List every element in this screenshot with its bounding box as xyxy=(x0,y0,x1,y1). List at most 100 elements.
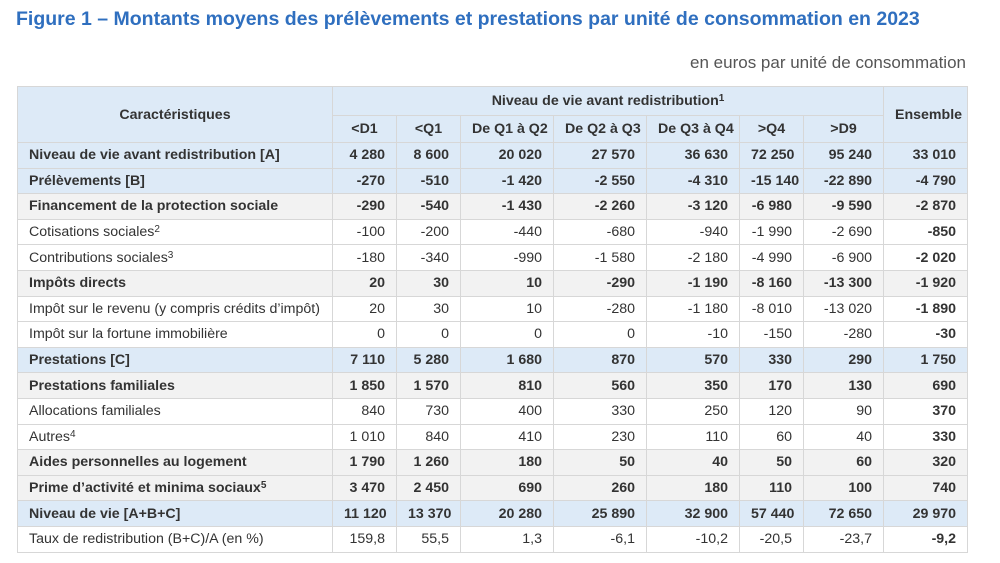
row-label-text: Prestations familiales xyxy=(29,377,175,394)
value-cell: 110 xyxy=(646,423,740,451)
column-header: <D1 xyxy=(332,115,397,143)
column-header: De Q1 à Q2 xyxy=(460,115,554,143)
value-cell: 27 570 xyxy=(553,142,647,169)
value-cell: -22 890 xyxy=(802,167,885,195)
value-cell: 100 xyxy=(802,474,885,502)
value-cell: -2 260 xyxy=(553,193,647,220)
table-row: Financement de la protection sociale -290… xyxy=(17,193,969,220)
value-cell: 0 xyxy=(396,321,461,348)
value-cell: 36 630 xyxy=(646,142,740,169)
row-label-text: Impôt sur le revenu (y compris crédits d… xyxy=(29,300,320,317)
value-cell: 400 xyxy=(460,397,554,425)
value-cell: -1 420 xyxy=(460,167,554,195)
value-cell: 0 xyxy=(460,321,554,348)
row-label: Cotisations sociales2 xyxy=(17,218,333,246)
value-cell: 570 xyxy=(646,346,740,374)
table-row: Niveau de vie [A+B+C] 11 120 13 370 20 280 2… xyxy=(17,500,969,527)
value-cell: 410 xyxy=(460,423,554,451)
value-cell: -6 900 xyxy=(802,244,885,271)
table-row: Prestations familiales 1 850 1 570 810 560 35… xyxy=(17,372,969,399)
value-cell: -990 xyxy=(460,244,554,271)
row-label: Niveau de vie avant redistribution [A] xyxy=(17,142,333,169)
value-cell: -290 xyxy=(553,269,647,297)
value-cell: -23,7 xyxy=(802,525,885,553)
header-ensemble: Ensemble xyxy=(883,86,969,143)
value-cell: 730 xyxy=(396,397,461,425)
row-label: Impôt sur la fortune immobilière xyxy=(17,321,333,348)
row-label-text: Aides personnelles au logement xyxy=(29,454,247,471)
value-cell: 57 440 xyxy=(739,500,804,527)
ensemble-cell: 740 xyxy=(883,474,969,502)
value-cell: -2 690 xyxy=(802,218,885,246)
ensemble-cell: -850 xyxy=(883,218,969,246)
value-cell: 290 xyxy=(802,346,885,374)
value-cell: -940 xyxy=(646,218,740,246)
value-cell: 180 xyxy=(460,449,554,476)
value-cell: -1 190 xyxy=(646,269,740,297)
column-header: De Q3 à Q4 xyxy=(646,115,740,143)
ensemble-cell: 330 xyxy=(883,423,969,451)
ensemble-cell: 320 xyxy=(883,449,969,476)
value-cell: -6,1 xyxy=(553,525,647,553)
value-cell: -2 180 xyxy=(646,244,740,271)
value-cell: 30 xyxy=(396,269,461,297)
row-label: Niveau de vie [A+B+C] xyxy=(17,500,333,527)
value-cell: 840 xyxy=(396,423,461,451)
value-cell: 25 890 xyxy=(553,500,647,527)
value-cell: 0 xyxy=(553,321,647,348)
row-label: Aides personnelles au logement xyxy=(17,449,333,476)
value-cell: 810 xyxy=(460,372,554,399)
value-cell: 10 xyxy=(460,295,554,323)
value-cell: -10 xyxy=(646,321,740,348)
footnote-ref: 2 xyxy=(154,224,160,236)
column-header-row: <D1 <Q1 De Q1 à Q2 De Q2 à Q3 De Q3 à Q4 >Q4 >… xyxy=(18,115,968,143)
ensemble-cell: 29 970 xyxy=(883,500,969,527)
value-cell: -1 580 xyxy=(553,244,647,271)
value-cell: 20 280 xyxy=(460,500,554,527)
value-cell: -280 xyxy=(802,321,885,348)
value-cell: -290 xyxy=(332,193,397,220)
row-label-text: Financement de la protection sociale xyxy=(29,198,279,215)
figure-title: Figure 1 – Montants moyens des prélèveme… xyxy=(16,8,920,30)
value-cell: 55,5 xyxy=(396,525,461,553)
value-cell: 1 570 xyxy=(396,372,461,399)
row-label-text: Cotisations sociales xyxy=(29,224,155,241)
table-body: Niveau de vie avant redistribution [A] 4 … xyxy=(17,142,969,553)
row-label-text: Prime d’activité et minima sociaux xyxy=(29,480,261,497)
value-cell: 330 xyxy=(553,397,647,425)
value-cell: -150 xyxy=(739,321,804,348)
value-cell: 0 xyxy=(332,321,397,348)
value-cell: -13 300 xyxy=(802,269,885,297)
value-cell: 560 xyxy=(553,372,647,399)
value-cell: 40 xyxy=(802,423,885,451)
value-cell: 230 xyxy=(553,423,647,451)
header-group-label: Niveau de vie avant redistribution xyxy=(491,93,719,109)
table-row: Impôt sur le revenu (y compris crédits d… xyxy=(17,295,969,323)
ensemble-cell: -4 790 xyxy=(883,167,969,195)
value-cell: -510 xyxy=(396,167,461,195)
value-cell: -1 180 xyxy=(646,295,740,323)
value-cell: 1 680 xyxy=(460,346,554,374)
value-cell: 1 260 xyxy=(396,449,461,476)
row-label-text: Impôt sur la fortune immobilière xyxy=(29,326,228,343)
ensemble-cell: 690 xyxy=(883,372,969,399)
table-row: Prime d’activité et minima sociaux5 3 470… xyxy=(17,474,969,502)
value-cell: -8 160 xyxy=(739,269,804,297)
value-cell: -13 020 xyxy=(802,295,885,323)
row-label: Prime d’activité et minima sociaux5 xyxy=(17,474,333,502)
value-cell: 50 xyxy=(553,449,647,476)
value-cell: 72 250 xyxy=(739,142,804,169)
value-cell: 170 xyxy=(739,372,804,399)
row-label: Financement de la protection sociale xyxy=(17,193,333,220)
value-cell: 4 280 xyxy=(332,142,397,169)
table-row: Prélèvements [B] -270 -510 -1 420 -2 550 -4 3… xyxy=(17,167,969,195)
value-cell: -540 xyxy=(396,193,461,220)
value-cell: 2 450 xyxy=(396,474,461,502)
ensemble-cell: -2 870 xyxy=(883,193,969,220)
value-cell: 260 xyxy=(553,474,647,502)
value-cell: -2 550 xyxy=(553,167,647,195)
value-cell: 1 850 xyxy=(332,372,397,399)
row-label-text: Prestations [C] xyxy=(29,352,130,369)
header-group: Niveau de vie avant redistribution1 xyxy=(331,86,885,116)
row-label-text: Impôts directs xyxy=(29,275,126,292)
